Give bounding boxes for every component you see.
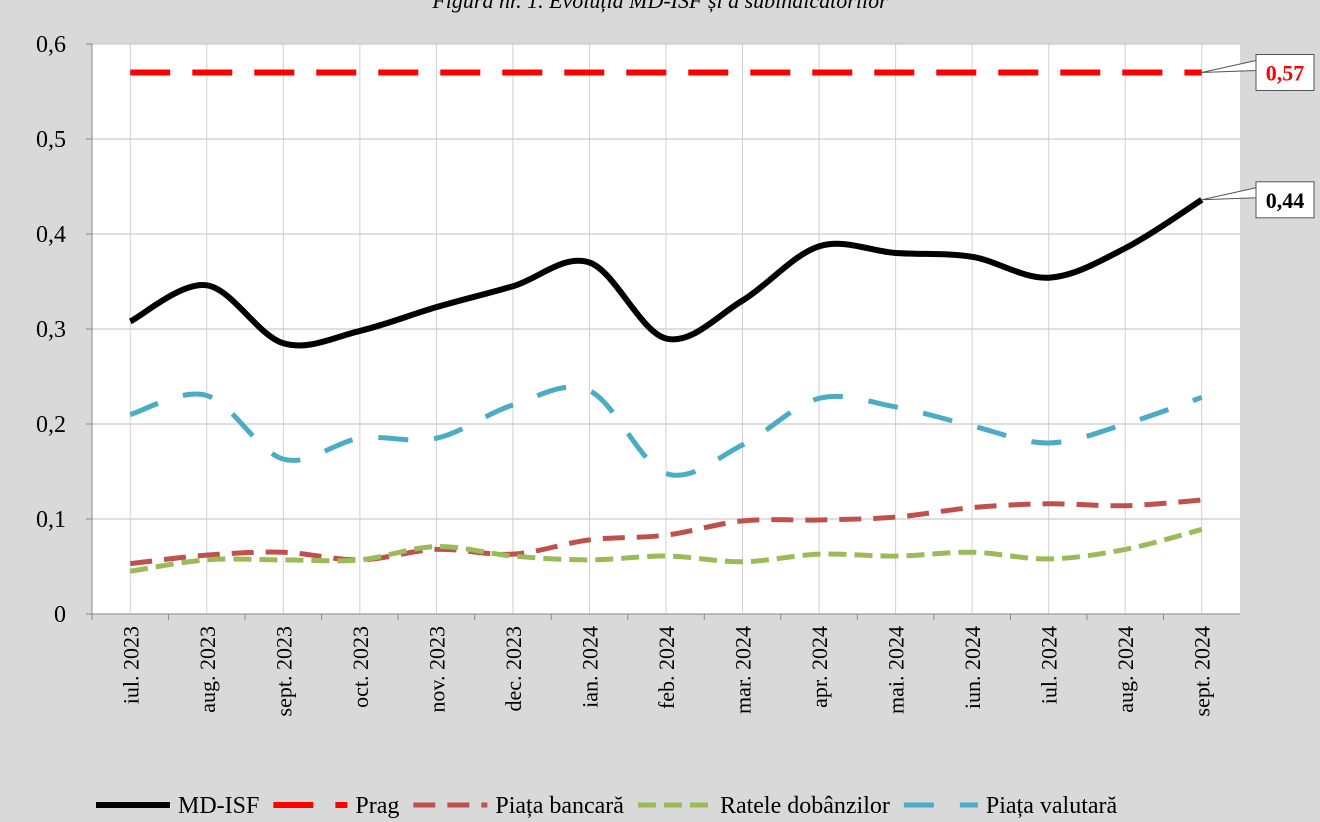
- legend-label: Piața bancară: [495, 793, 624, 819]
- y-tick-label: 0,5: [36, 127, 66, 153]
- y-tick-label: 0,1: [36, 507, 66, 533]
- y-tick-label: 0,3: [36, 317, 66, 343]
- x-tick-label: iul. 2024: [1037, 626, 1062, 704]
- x-tick-label: dec. 2023: [501, 626, 526, 712]
- series-line: [128, 197, 1204, 349]
- x-tick-label: nov. 2023: [424, 626, 449, 713]
- legend-label: Piața valutară: [986, 793, 1118, 819]
- x-tick-label: apr. 2024: [807, 626, 832, 708]
- x-tick-label: aug. 2023: [195, 626, 220, 713]
- data-label: 0,57: [1266, 61, 1305, 86]
- x-tick-label: aug. 2024: [1113, 626, 1138, 713]
- x-tick-label: mar. 2024: [731, 626, 756, 714]
- y-tick-label: 0,6: [36, 32, 66, 58]
- y-tick-label: 0,2: [36, 412, 66, 438]
- x-tick-label: mai. 2024: [884, 626, 909, 714]
- x-tick-label: sept. 2024: [1190, 626, 1215, 716]
- x-tick-label: oct. 2023: [348, 626, 373, 708]
- chart-title: Figura nr. 1. Evoluția MD-ISF și a subin…: [431, 0, 888, 13]
- legend-label: Ratele dobânzilor: [720, 793, 890, 819]
- x-tick-label: sept. 2023: [271, 626, 296, 716]
- legend-label: MD-ISF: [178, 793, 259, 819]
- series-line: [129, 384, 1203, 478]
- callout-box: [1255, 54, 1315, 91]
- x-tick-label: iun. 2024: [960, 626, 985, 709]
- legend-label: Prag: [355, 793, 399, 819]
- y-tick-label: 0,4: [36, 222, 66, 248]
- series-line: [129, 497, 1202, 567]
- x-tick-label: ian. 2024: [577, 626, 602, 708]
- x-tick-label: iul. 2023: [118, 626, 143, 704]
- callout-box: [1255, 181, 1315, 219]
- series-line: [129, 527, 1203, 574]
- x-tick-label: feb. 2024: [654, 626, 679, 709]
- y-tick-label: 0: [54, 602, 66, 628]
- data-label: 0,44: [1266, 188, 1305, 213]
